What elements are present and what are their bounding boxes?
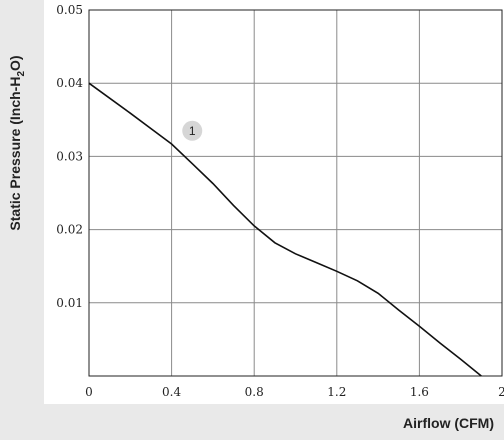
y-tick-label: 0.02 xyxy=(56,223,83,237)
y-tick-label: 0.01 xyxy=(56,296,83,310)
plot-area xyxy=(89,10,502,376)
y-axis-band xyxy=(0,0,44,440)
y-tick-label: 0.04 xyxy=(56,76,83,90)
x-tick-label: 1.2 xyxy=(327,385,346,399)
series-1-marker-label: 1 xyxy=(189,124,196,138)
plot-frame xyxy=(88,9,503,377)
y-tick-label: 0.03 xyxy=(56,149,83,163)
x-tick-label: 2 xyxy=(498,385,504,399)
y-tick-label: 0.05 xyxy=(56,3,83,17)
x-tick-label: 0.8 xyxy=(245,385,264,399)
x-tick-label: 1.6 xyxy=(410,385,429,399)
y-axis-title-part: O) xyxy=(7,55,23,71)
series-1-marker xyxy=(182,120,203,141)
x-tick-label: 0 xyxy=(85,385,93,399)
x-axis-title: Airflow (CFM) xyxy=(403,415,494,431)
grid-lines xyxy=(89,10,502,376)
tick-labels: 0 0.4 0.8 1.2 1.6 2 0.01 0.02 0.03 0.04 0.05 xyxy=(56,3,504,399)
x-axis-band xyxy=(0,404,504,440)
series-1-line xyxy=(88,82,482,377)
x-tick-label: 0.4 xyxy=(162,385,181,399)
y-axis-title-subscript: 2 xyxy=(16,71,27,77)
y-axis-title: Static Pressure (Inch-H2O) xyxy=(7,55,27,230)
y-axis-title-part: Static Pressure (Inch-H xyxy=(7,77,23,231)
